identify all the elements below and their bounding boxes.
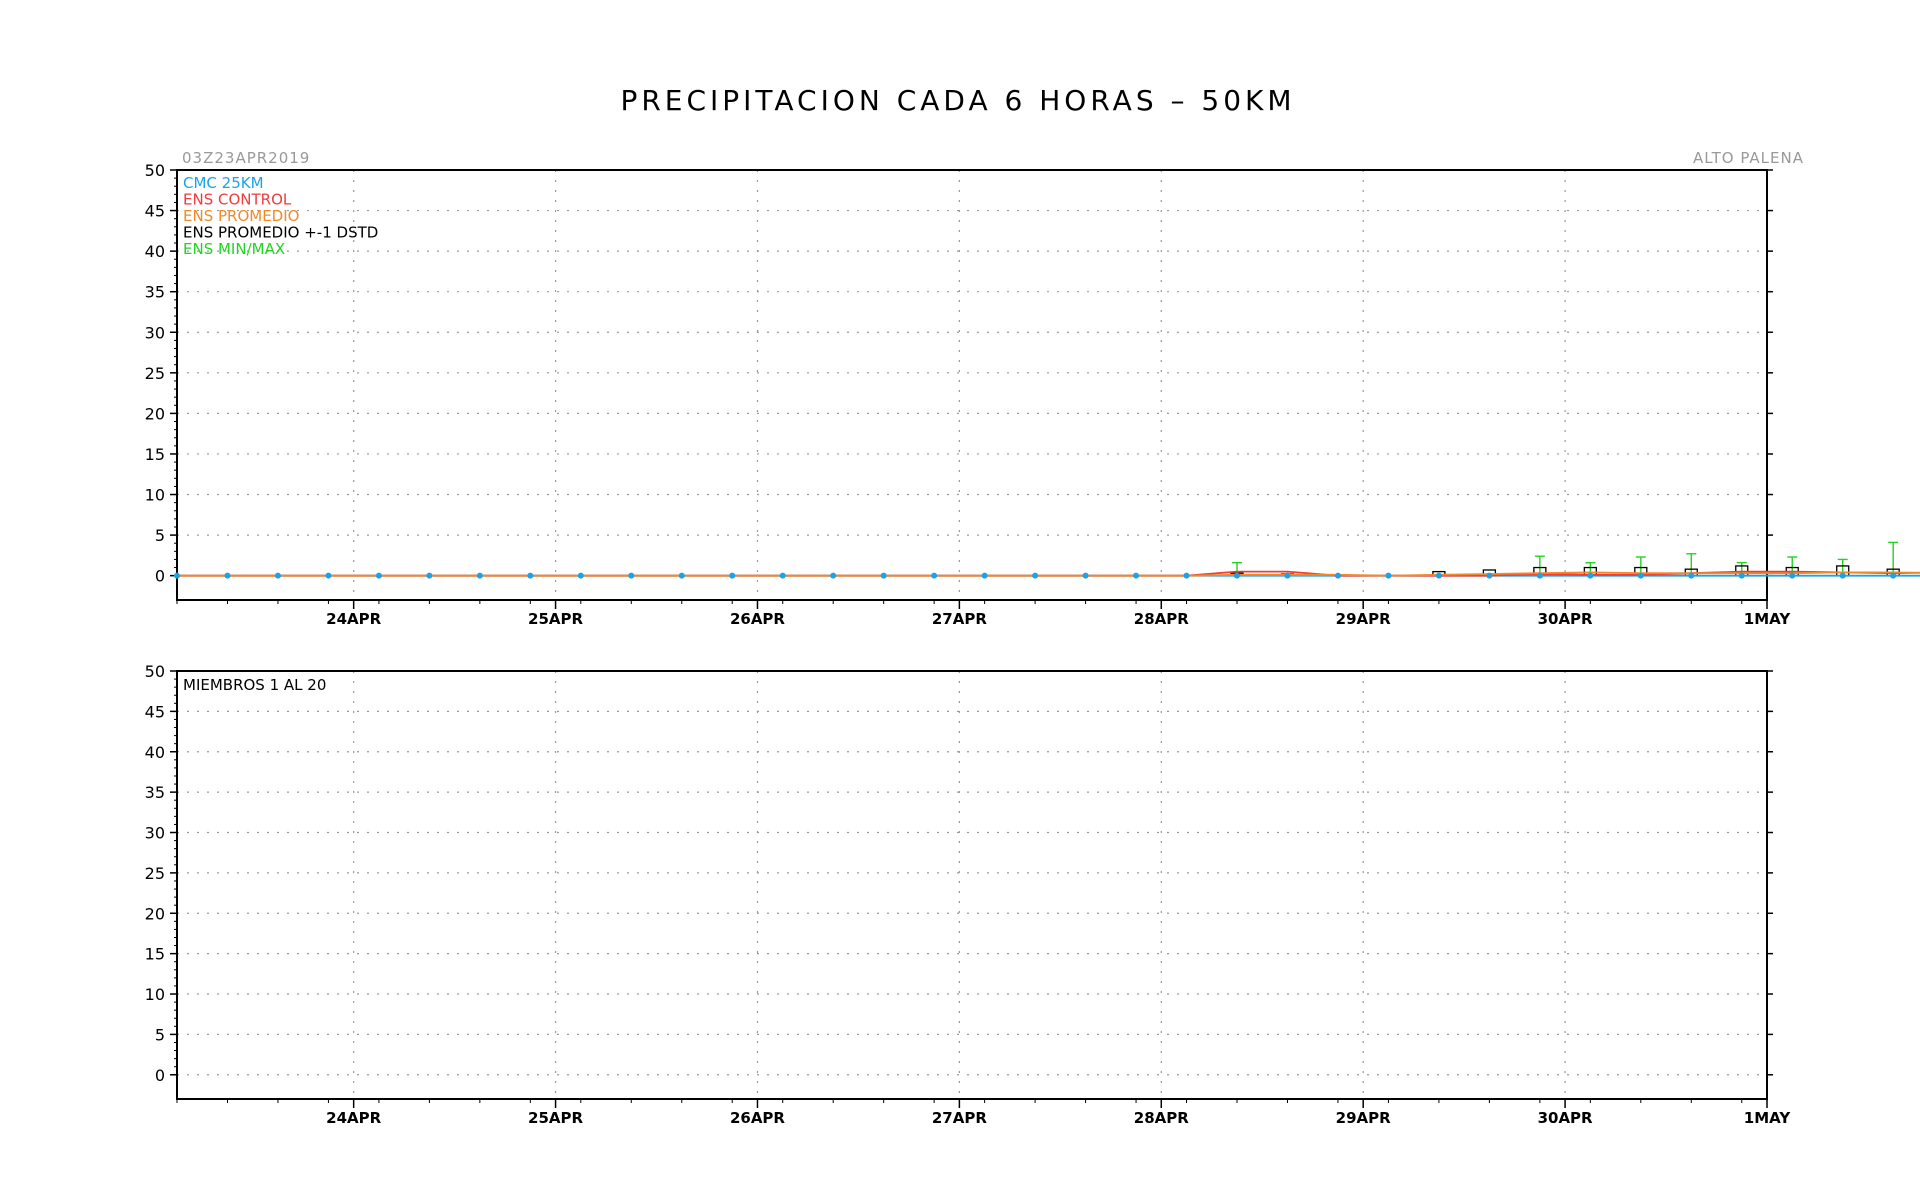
cmc-marker bbox=[880, 572, 887, 579]
legend-entry: ENS CONTROL bbox=[183, 191, 292, 209]
cmc-marker bbox=[1637, 572, 1644, 579]
cmc-marker bbox=[729, 572, 736, 579]
cmc-marker bbox=[1082, 572, 1089, 579]
cmc-marker bbox=[931, 572, 938, 579]
x-tick-label: 24APR bbox=[326, 610, 381, 628]
cmc-marker bbox=[1133, 572, 1140, 579]
x-tick-label: 25APR bbox=[528, 1109, 583, 1127]
panel-annotation: MIEMBROS 1 AL 20 bbox=[183, 676, 326, 694]
series-line bbox=[177, 571, 1920, 577]
cmc-marker bbox=[1334, 572, 1341, 579]
cmc-marker bbox=[1032, 572, 1039, 579]
legend-entry: ENS MIN/MAX bbox=[183, 240, 285, 258]
cmc-marker bbox=[577, 572, 584, 579]
cmc-marker bbox=[527, 572, 534, 579]
y-tick-label: 15 bbox=[145, 945, 165, 964]
y-tick-label: 10 bbox=[145, 985, 165, 1004]
y-tick-label: 30 bbox=[145, 824, 165, 843]
legend-entry: CMC 25KM bbox=[183, 174, 264, 192]
y-tick-label: 20 bbox=[145, 904, 165, 923]
location-label: ALTO PALENA bbox=[1693, 149, 1804, 167]
x-tick-label: 28APR bbox=[1134, 1109, 1189, 1127]
y-tick-label: 10 bbox=[145, 486, 165, 505]
cmc-marker bbox=[779, 572, 786, 579]
y-tick-label: 45 bbox=[145, 702, 165, 721]
y-tick-label: 5 bbox=[155, 526, 165, 545]
legend-entry: ENS PROMEDIO +-1 DSTD bbox=[183, 224, 378, 242]
y-tick-label: 50 bbox=[145, 662, 165, 681]
cmc-marker bbox=[1284, 572, 1291, 579]
x-tick-label: 26APR bbox=[730, 1109, 785, 1127]
x-tick-label: 30APR bbox=[1538, 610, 1593, 628]
cmc-marker bbox=[1587, 572, 1594, 579]
y-tick-label: 25 bbox=[145, 864, 165, 883]
cmc-marker bbox=[678, 572, 685, 579]
y-tick-label: 15 bbox=[145, 445, 165, 464]
cmc-marker bbox=[174, 572, 180, 579]
y-tick-label: 25 bbox=[145, 364, 165, 383]
y-tick-label: 35 bbox=[145, 783, 165, 802]
y-tick-label: 45 bbox=[145, 202, 165, 221]
y-tick-label: 0 bbox=[155, 1066, 165, 1085]
y-tick-label: 40 bbox=[145, 242, 165, 261]
cmc-marker bbox=[1385, 572, 1392, 579]
y-tick-label: 50 bbox=[145, 161, 165, 180]
x-tick-label: 27APR bbox=[932, 610, 987, 628]
cmc-marker bbox=[1486, 572, 1493, 579]
cmc-marker bbox=[1738, 572, 1745, 579]
x-tick-label: 27APR bbox=[932, 1109, 987, 1127]
y-tick-label: 30 bbox=[145, 323, 165, 342]
y-tick-label: 5 bbox=[155, 1025, 165, 1044]
y-tick-label: 20 bbox=[145, 404, 165, 423]
cmc-marker bbox=[224, 572, 231, 579]
x-tick-label: 30APR bbox=[1538, 1109, 1593, 1127]
cmc-marker bbox=[1839, 572, 1846, 579]
x-tick-label: 26APR bbox=[730, 610, 785, 628]
y-tick-label: 35 bbox=[145, 283, 165, 302]
x-tick-label: 24APR bbox=[326, 1109, 381, 1127]
cmc-marker bbox=[628, 572, 635, 579]
cmc-marker bbox=[476, 572, 483, 579]
x-tick-label: 29APR bbox=[1336, 610, 1391, 628]
x-tick-label: 29APR bbox=[1336, 1109, 1391, 1127]
cmc-marker bbox=[1890, 572, 1897, 579]
cmc-marker bbox=[830, 572, 837, 579]
cmc-marker bbox=[1234, 572, 1240, 579]
y-tick-label: 0 bbox=[155, 567, 165, 586]
top-panel: 0 5 10 15 20 25 30 35 40 45 50 24APR 25APR 26APR 27APR… bbox=[145, 161, 1920, 628]
cmc-marker bbox=[1435, 572, 1442, 579]
plot-frame bbox=[176, 169, 1768, 601]
y-tick-label: 40 bbox=[145, 743, 165, 762]
cmc-marker bbox=[1536, 572, 1543, 579]
chart-title: PRECIPITACION CADA 6 HORAS – 50KM bbox=[620, 84, 1295, 117]
series-line bbox=[177, 570, 1920, 577]
cmc-marker bbox=[325, 572, 332, 579]
cmc-marker bbox=[426, 572, 433, 579]
cmc-marker bbox=[981, 572, 988, 579]
x-tick-label: 1MAY bbox=[1744, 610, 1792, 628]
cmc-marker bbox=[274, 572, 281, 579]
x-tick-label: 28APR bbox=[1134, 610, 1189, 628]
plot-frame bbox=[176, 670, 1768, 1100]
cmc-marker bbox=[1183, 572, 1190, 579]
cmc-marker bbox=[1789, 572, 1796, 579]
legend-entry: ENS PROMEDIO bbox=[183, 207, 299, 225]
bottom-panel: 0 5 10 15 20 25 30 35 40 45 50 24APR 25APR 26APR 27APR… bbox=[145, 662, 1792, 1127]
cmc-marker bbox=[1688, 572, 1695, 579]
cmc-marker bbox=[375, 572, 382, 579]
x-tick-label: 1MAY bbox=[1744, 1109, 1792, 1127]
x-tick-label: 25APR bbox=[528, 610, 583, 628]
run-label: 03Z23APR2019 bbox=[182, 149, 310, 167]
